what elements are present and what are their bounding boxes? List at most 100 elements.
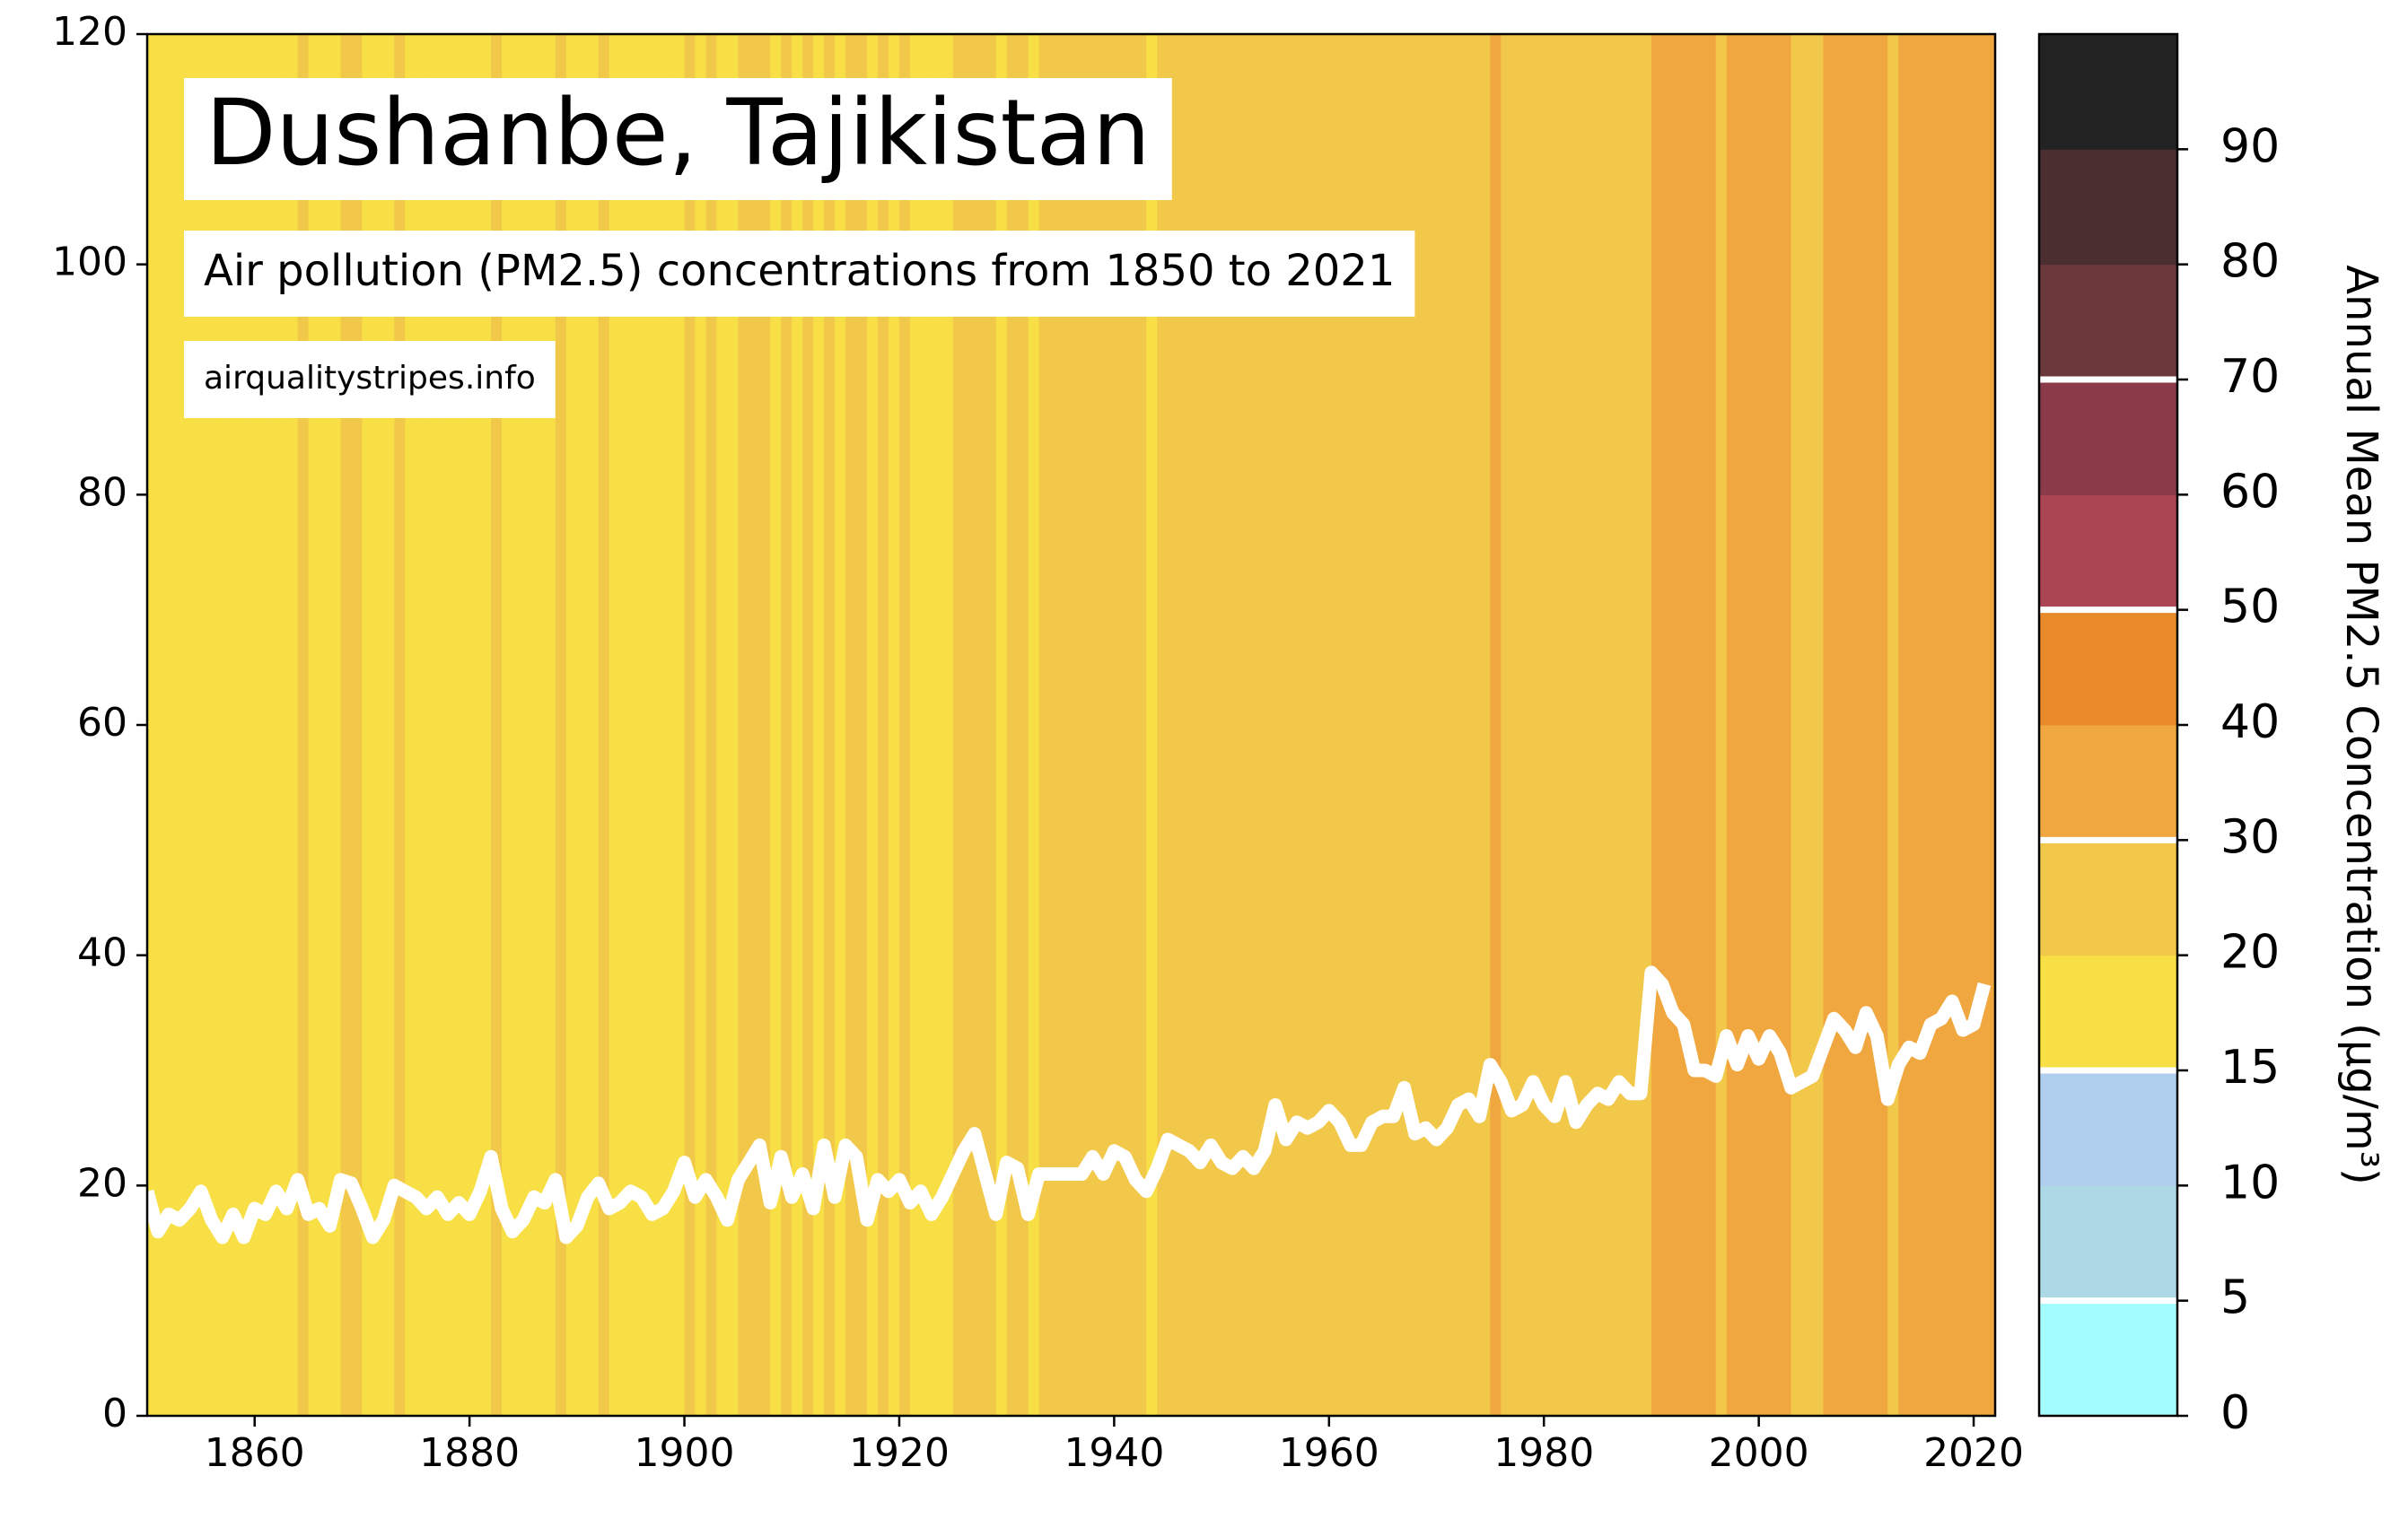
x-tick-label: 1900	[635, 1430, 735, 1476]
stripe	[1157, 34, 1169, 1416]
stripe	[1393, 34, 1405, 1416]
colorbar-tick-label: 20	[2220, 926, 2280, 980]
stripe	[619, 34, 632, 1416]
stripe	[1414, 34, 1427, 1416]
stripe	[1522, 34, 1534, 1416]
stripe	[1189, 34, 1201, 1416]
stripe	[1382, 34, 1395, 1416]
stripe	[1125, 34, 1136, 1416]
colorbar-bin	[2039, 725, 2177, 841]
x-tick-label: 1960	[1279, 1430, 1379, 1476]
stripe	[1672, 34, 1685, 1416]
stripe	[1769, 34, 1782, 1416]
stripe	[1425, 34, 1438, 1416]
stripe	[1339, 34, 1352, 1416]
stripe	[630, 34, 643, 1416]
stripe	[792, 34, 803, 1416]
stripe	[1920, 34, 1931, 1416]
stripe	[1318, 34, 1330, 1416]
stripe	[1608, 34, 1620, 1416]
stripe	[1296, 34, 1309, 1416]
stripe	[716, 34, 729, 1416]
colorbar-bin	[2039, 264, 2177, 380]
stripe	[1404, 34, 1416, 1416]
stripe	[565, 34, 578, 1416]
stripe	[995, 34, 1008, 1416]
stripe	[1683, 34, 1695, 1416]
stripe	[673, 34, 686, 1416]
stripe	[770, 34, 782, 1416]
stripe	[952, 34, 965, 1416]
stripe	[1651, 34, 1663, 1416]
stripe	[1092, 34, 1105, 1416]
stripe	[1371, 34, 1384, 1416]
stripe	[738, 34, 749, 1416]
stripe	[781, 34, 792, 1416]
colorbar-bin	[2039, 609, 2177, 726]
colorbar-tick-label: 50	[2220, 581, 2280, 634]
stripe	[1028, 34, 1040, 1416]
stripe	[856, 34, 868, 1416]
stripe	[802, 34, 814, 1416]
stripe	[1823, 34, 1835, 1416]
stripe	[759, 34, 771, 1416]
stripe	[727, 34, 740, 1416]
colorbar-tick-label: 80	[2220, 235, 2280, 289]
stripe	[1619, 34, 1631, 1416]
stripe	[1328, 34, 1341, 1416]
colorbar-bin	[2039, 1300, 2177, 1417]
stripe	[1361, 34, 1373, 1416]
x-tick-label: 2000	[1709, 1430, 1809, 1476]
colorbar-tick-label: 40	[2220, 695, 2280, 749]
stripe	[1726, 34, 1738, 1416]
stripe	[147, 34, 159, 1416]
stripe	[1898, 34, 1910, 1416]
stripe	[845, 34, 857, 1416]
colorbar-tick-label: 60	[2220, 465, 2280, 519]
y-tick-label: 0	[102, 1391, 127, 1436]
stripe	[920, 34, 933, 1416]
stripe	[878, 34, 889, 1416]
stripe	[168, 34, 180, 1416]
colorbar-tick-label: 70	[2220, 350, 2280, 404]
stripe	[1060, 34, 1073, 1416]
stripe	[1350, 34, 1362, 1416]
stripe	[1254, 34, 1265, 1416]
stripe	[1114, 34, 1125, 1416]
stripe	[1866, 34, 1878, 1416]
chart-source-box	[184, 341, 556, 418]
stripe	[1715, 34, 1728, 1416]
colorbar-tick-label: 0	[2220, 1386, 2250, 1440]
stripe	[1490, 34, 1502, 1416]
stripe	[1081, 34, 1094, 1416]
stripe	[1598, 34, 1609, 1416]
colorbar-bin	[2039, 149, 2177, 266]
stripe	[1704, 34, 1717, 1416]
stripe	[1963, 34, 1975, 1416]
stripe	[157, 34, 170, 1416]
stripe	[1200, 34, 1212, 1416]
stripe	[1812, 34, 1825, 1416]
stripe	[1758, 34, 1771, 1416]
stripe	[1554, 34, 1566, 1416]
stripe	[1243, 34, 1255, 1416]
stripe	[1909, 34, 1921, 1416]
stripe	[641, 34, 653, 1416]
x-tick-label: 1920	[849, 1430, 950, 1476]
stripe	[695, 34, 707, 1416]
stripe	[662, 34, 675, 1416]
stripe	[555, 34, 567, 1416]
stripe	[1285, 34, 1298, 1416]
stripe	[1941, 34, 1953, 1416]
stripe	[1458, 34, 1470, 1416]
stripe	[598, 34, 610, 1416]
stripe	[1146, 34, 1158, 1416]
stripe	[1447, 34, 1459, 1416]
chart-source: airqualitystripes.info	[204, 360, 536, 397]
stripe	[1587, 34, 1598, 1416]
stripe	[835, 34, 846, 1416]
x-tick-label: 1980	[1493, 1430, 1594, 1476]
pm25-line	[140, 965, 1992, 1244]
y-tick-label: 120	[52, 9, 127, 55]
